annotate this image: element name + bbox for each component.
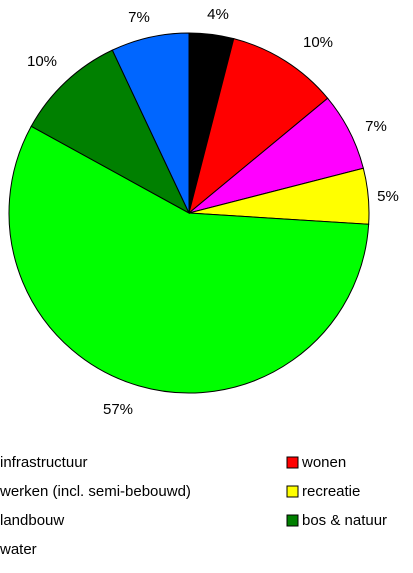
data-label: 7% [365, 118, 387, 135]
data-label: 4% [207, 6, 229, 23]
legend-swatch [286, 485, 299, 498]
legend-label: water [0, 541, 37, 558]
data-label: 5% [377, 188, 399, 205]
data-label: 10% [303, 34, 333, 51]
pie-slice [30, 49, 191, 215]
legend-label: bos & natuur [302, 512, 387, 529]
pie-slice [188, 38, 329, 215]
pie-slice [111, 32, 190, 214]
legend-label: wonen [301, 454, 346, 471]
legend-label: werken (incl. semi-bebouwd) [0, 483, 191, 500]
data-label: 57% [103, 401, 133, 418]
legend-label: infrastructuur [0, 454, 88, 471]
legend-label: recreatie [302, 483, 360, 500]
pie-slice [8, 125, 370, 394]
data-label: 7% [128, 9, 150, 26]
legend-swatch [286, 514, 299, 527]
legend-swatch [286, 456, 299, 469]
data-label: 10% [27, 53, 57, 70]
legend-label: landbouw [0, 512, 64, 529]
